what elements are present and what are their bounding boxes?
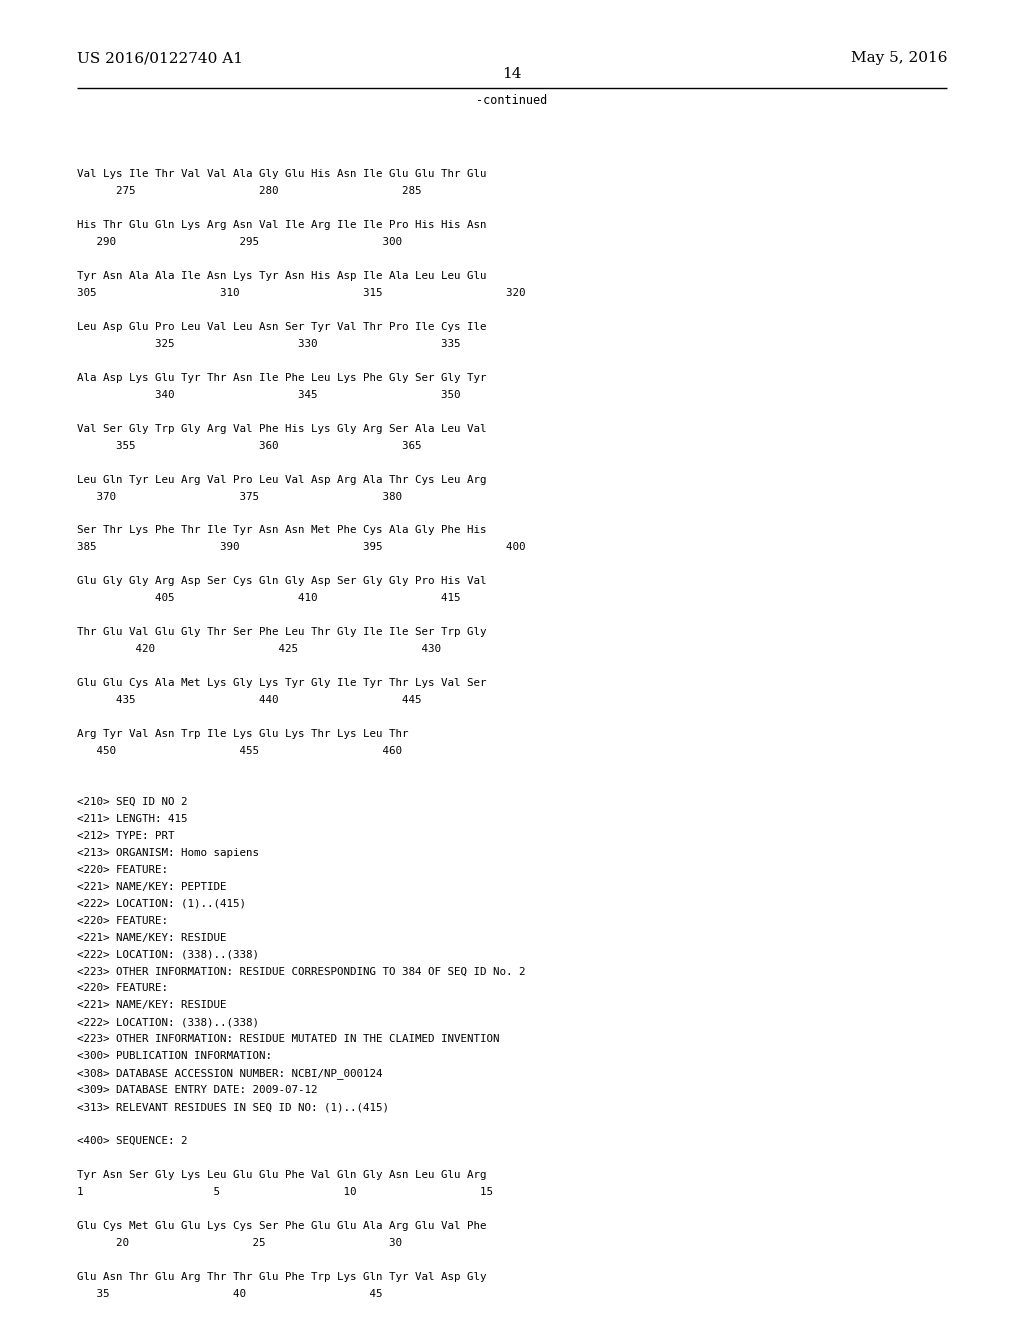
Text: 405                   410                   415: 405 410 415 bbox=[77, 593, 461, 603]
Text: 325                   330                   335: 325 330 335 bbox=[77, 339, 461, 348]
Text: Ala Asp Lys Glu Tyr Thr Asn Ile Phe Leu Lys Phe Gly Ser Gly Tyr: Ala Asp Lys Glu Tyr Thr Asn Ile Phe Leu … bbox=[77, 372, 486, 383]
Text: Glu Glu Cys Ala Met Lys Gly Lys Tyr Gly Ile Tyr Thr Lys Val Ser: Glu Glu Cys Ala Met Lys Gly Lys Tyr Gly … bbox=[77, 678, 486, 688]
Text: Glu Asn Thr Glu Arg Thr Thr Glu Phe Trp Lys Gln Tyr Val Asp Gly: Glu Asn Thr Glu Arg Thr Thr Glu Phe Trp … bbox=[77, 1271, 486, 1282]
Text: May 5, 2016: May 5, 2016 bbox=[851, 51, 947, 65]
Text: <400> SEQUENCE: 2: <400> SEQUENCE: 2 bbox=[77, 1137, 187, 1146]
Text: <220> FEATURE:: <220> FEATURE: bbox=[77, 865, 168, 875]
Text: 305                   310                   315                   320: 305 310 315 320 bbox=[77, 288, 525, 298]
Text: Glu Cys Met Glu Glu Lys Cys Ser Phe Glu Glu Ala Arg Glu Val Phe: Glu Cys Met Glu Glu Lys Cys Ser Phe Glu … bbox=[77, 1221, 486, 1230]
Text: <222> LOCATION: (338)..(338): <222> LOCATION: (338)..(338) bbox=[77, 1018, 259, 1027]
Text: Tyr Asn Ala Ala Ile Asn Lys Tyr Asn His Asp Ile Ala Leu Leu Glu: Tyr Asn Ala Ala Ile Asn Lys Tyr Asn His … bbox=[77, 271, 486, 281]
Text: <213> ORGANISM: Homo sapiens: <213> ORGANISM: Homo sapiens bbox=[77, 847, 259, 858]
Text: 290                   295                   300: 290 295 300 bbox=[77, 238, 401, 247]
Text: 275                   280                   285: 275 280 285 bbox=[77, 186, 421, 197]
Text: -continued: -continued bbox=[476, 94, 548, 107]
Text: 370                   375                   380: 370 375 380 bbox=[77, 491, 401, 502]
Text: Val Lys Ile Thr Val Val Ala Gly Glu His Asn Ile Glu Glu Thr Glu: Val Lys Ile Thr Val Val Ala Gly Glu His … bbox=[77, 169, 486, 180]
Text: <313> RELEVANT RESIDUES IN SEQ ID NO: (1)..(415): <313> RELEVANT RESIDUES IN SEQ ID NO: (1… bbox=[77, 1102, 389, 1113]
Text: Val Ser Gly Trp Gly Arg Val Phe His Lys Gly Arg Ser Ala Leu Val: Val Ser Gly Trp Gly Arg Val Phe His Lys … bbox=[77, 424, 486, 434]
Text: Leu Gln Tyr Leu Arg Val Pro Leu Val Asp Arg Ala Thr Cys Leu Arg: Leu Gln Tyr Leu Arg Val Pro Leu Val Asp … bbox=[77, 475, 486, 484]
Text: 450                   455                   460: 450 455 460 bbox=[77, 746, 401, 756]
Text: Tyr Asn Ser Gly Lys Leu Glu Glu Phe Val Gln Gly Asn Leu Glu Arg: Tyr Asn Ser Gly Lys Leu Glu Glu Phe Val … bbox=[77, 1170, 486, 1180]
Text: <221> NAME/KEY: RESIDUE: <221> NAME/KEY: RESIDUE bbox=[77, 1001, 226, 1010]
Text: Ser Thr Lys Phe Thr Ile Tyr Asn Asn Met Phe Cys Ala Gly Phe His: Ser Thr Lys Phe Thr Ile Tyr Asn Asn Met … bbox=[77, 525, 486, 536]
Text: <221> NAME/KEY: PEPTIDE: <221> NAME/KEY: PEPTIDE bbox=[77, 882, 226, 891]
Text: <210> SEQ ID NO 2: <210> SEQ ID NO 2 bbox=[77, 797, 187, 807]
Text: Arg Tyr Val Asn Trp Ile Lys Glu Lys Thr Lys Leu Thr: Arg Tyr Val Asn Trp Ile Lys Glu Lys Thr … bbox=[77, 729, 409, 739]
Text: <222> LOCATION: (338)..(338): <222> LOCATION: (338)..(338) bbox=[77, 949, 259, 960]
Text: Leu Asp Glu Pro Leu Val Leu Asn Ser Tyr Val Thr Pro Ile Cys Ile: Leu Asp Glu Pro Leu Val Leu Asn Ser Tyr … bbox=[77, 322, 486, 331]
Text: <309> DATABASE ENTRY DATE: 2009-07-12: <309> DATABASE ENTRY DATE: 2009-07-12 bbox=[77, 1085, 317, 1096]
Text: 420                   425                   430: 420 425 430 bbox=[77, 644, 440, 655]
Text: Thr Glu Val Glu Gly Thr Ser Phe Leu Thr Gly Ile Ile Ser Trp Gly: Thr Glu Val Glu Gly Thr Ser Phe Leu Thr … bbox=[77, 627, 486, 638]
Text: 1                    5                   10                   15: 1 5 10 15 bbox=[77, 1187, 493, 1197]
Text: 435                   440                   445: 435 440 445 bbox=[77, 696, 421, 705]
Text: His Thr Glu Gln Lys Arg Asn Val Ile Arg Ile Ile Pro His His Asn: His Thr Glu Gln Lys Arg Asn Val Ile Arg … bbox=[77, 220, 486, 230]
Text: 35                   40                   45: 35 40 45 bbox=[77, 1288, 382, 1299]
Text: <212> TYPE: PRT: <212> TYPE: PRT bbox=[77, 830, 174, 841]
Text: 20                   25                   30: 20 25 30 bbox=[77, 1238, 401, 1247]
Text: Glu Gly Gly Arg Asp Ser Cys Gln Gly Asp Ser Gly Gly Pro His Val: Glu Gly Gly Arg Asp Ser Cys Gln Gly Asp … bbox=[77, 577, 486, 586]
Text: US 2016/0122740 A1: US 2016/0122740 A1 bbox=[77, 51, 243, 65]
Text: 14: 14 bbox=[502, 67, 522, 81]
Text: <220> FEATURE:: <220> FEATURE: bbox=[77, 983, 168, 994]
Text: <308> DATABASE ACCESSION NUMBER: NCBI/NP_000124: <308> DATABASE ACCESSION NUMBER: NCBI/NP… bbox=[77, 1068, 382, 1078]
Text: <223> OTHER INFORMATION: RESIDUE CORRESPONDING TO 384 OF SEQ ID No. 2: <223> OTHER INFORMATION: RESIDUE CORRESP… bbox=[77, 966, 525, 977]
Text: <220> FEATURE:: <220> FEATURE: bbox=[77, 916, 168, 925]
Text: <211> LENGTH: 415: <211> LENGTH: 415 bbox=[77, 814, 187, 824]
Text: <223> OTHER INFORMATION: RESIDUE MUTATED IN THE CLAIMED INVENTION: <223> OTHER INFORMATION: RESIDUE MUTATED… bbox=[77, 1035, 500, 1044]
Text: <222> LOCATION: (1)..(415): <222> LOCATION: (1)..(415) bbox=[77, 899, 246, 908]
Text: <300> PUBLICATION INFORMATION:: <300> PUBLICATION INFORMATION: bbox=[77, 1051, 271, 1061]
Text: 340                   345                   350: 340 345 350 bbox=[77, 389, 461, 400]
Text: 385                   390                   395                   400: 385 390 395 400 bbox=[77, 543, 525, 552]
Text: 355                   360                   365: 355 360 365 bbox=[77, 441, 421, 450]
Text: <221> NAME/KEY: RESIDUE: <221> NAME/KEY: RESIDUE bbox=[77, 932, 226, 942]
